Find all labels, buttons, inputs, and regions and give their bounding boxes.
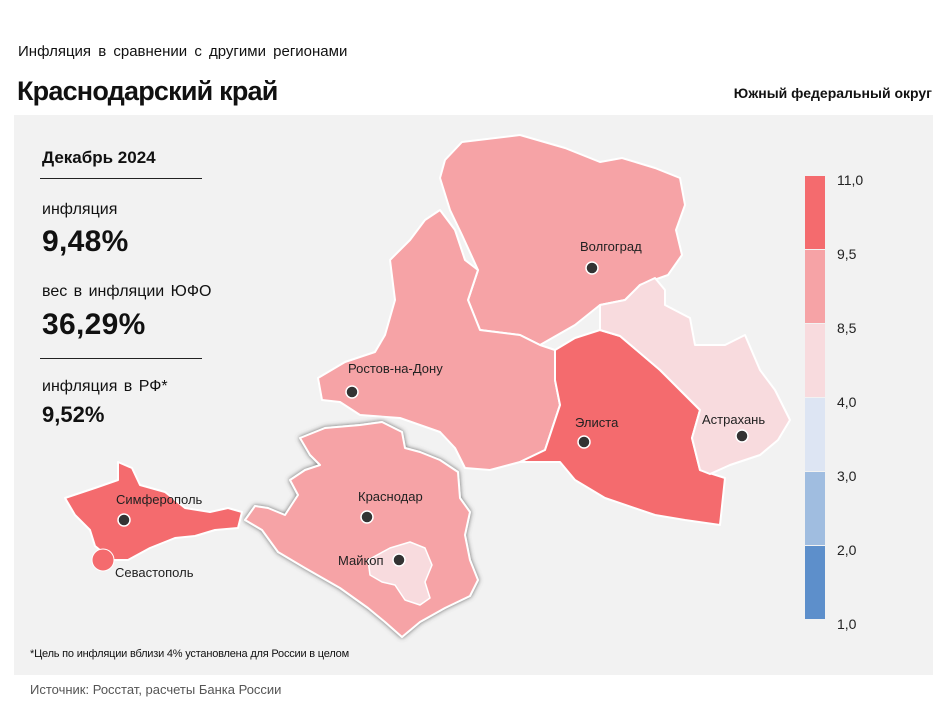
legend-tick-label: 1,0 <box>837 616 857 632</box>
city-sevastopol: Севастополь <box>115 565 194 580</box>
footnote: *Цель по инфляции вблизи 4% установлена … <box>30 648 349 660</box>
city-label: Волгоград <box>580 239 642 254</box>
city-marker-icon <box>585 261 599 275</box>
inflation-label: инфляция <box>42 201 118 218</box>
divider <box>40 178 202 179</box>
legend-tick-label: 3,0 <box>837 468 857 484</box>
city-maykop: Майкоп <box>338 553 406 568</box>
city-simferopol: Симферополь <box>116 492 203 527</box>
period-label: Декабрь 2024 <box>42 148 156 167</box>
region-astrakhan[interactable] <box>599 277 791 475</box>
legend-tick-label: 9,5 <box>837 246 857 262</box>
region-adygea[interactable] <box>367 541 433 606</box>
legend-tick-label: 11,0 <box>837 172 863 188</box>
legend-tick-label: 4,0 <box>837 394 857 410</box>
legend-bin <box>805 398 825 471</box>
city-label: Симферополь <box>116 492 203 507</box>
city-label: Элиста <box>575 415 619 430</box>
legend-tick-label: 2,0 <box>837 542 857 558</box>
region-rostov[interactable] <box>317 209 561 471</box>
region-crimea[interactable] <box>64 461 243 561</box>
district-name: Южный федеральный округ <box>733 85 932 101</box>
legend-bin <box>805 176 825 249</box>
color-scale-legend: 11,0 9,5 8,5 4,0 3,0 2,0 1,0 <box>805 172 863 632</box>
weight-value: 36,29% <box>42 308 146 341</box>
region-sevastopol[interactable] <box>91 548 115 572</box>
legend-bin <box>805 472 825 545</box>
page-subtitle: Инфляция в сравнении с другими регионами <box>18 43 348 60</box>
city-astrakhan: Астрахань <box>702 412 765 443</box>
weight-label: вес в инфляции ЮФО <box>42 283 212 300</box>
page-title: Краснодарский край <box>17 76 278 106</box>
city-label: Краснодар <box>358 489 423 504</box>
legend-tick-label: 8,5 <box>837 320 857 336</box>
city-label: Севастополь <box>115 565 194 580</box>
inflation-value: 9,48% <box>42 225 129 258</box>
city-rostov: Ростов-на-Дону <box>345 361 443 399</box>
city-volgograd: Волгоград <box>580 239 642 275</box>
city-label: Астрахань <box>702 412 765 427</box>
city-marker-icon <box>577 435 591 449</box>
city-label: Ростов-на-Дону <box>348 361 443 376</box>
city-krasnodar: Краснодар <box>358 489 423 524</box>
region-krasnodar[interactable] <box>244 421 479 638</box>
source-note: Источник: Росстат, расчеты Банка России <box>30 682 282 697</box>
legend-bin <box>805 250 825 323</box>
legend-bin <box>805 324 825 397</box>
rf-inflation-label: инфляция в РФ* <box>42 378 168 395</box>
city-marker-icon <box>735 429 749 443</box>
city-marker-icon <box>360 510 374 524</box>
rf-inflation-value: 9,52% <box>42 402 105 427</box>
city-marker-icon <box>117 513 131 527</box>
city-elista: Элиста <box>575 415 619 449</box>
city-marker-icon <box>345 385 359 399</box>
city-label: Майкоп <box>338 553 384 568</box>
divider <box>40 358 202 359</box>
city-marker-icon <box>392 553 406 567</box>
legend-bin <box>805 546 825 619</box>
